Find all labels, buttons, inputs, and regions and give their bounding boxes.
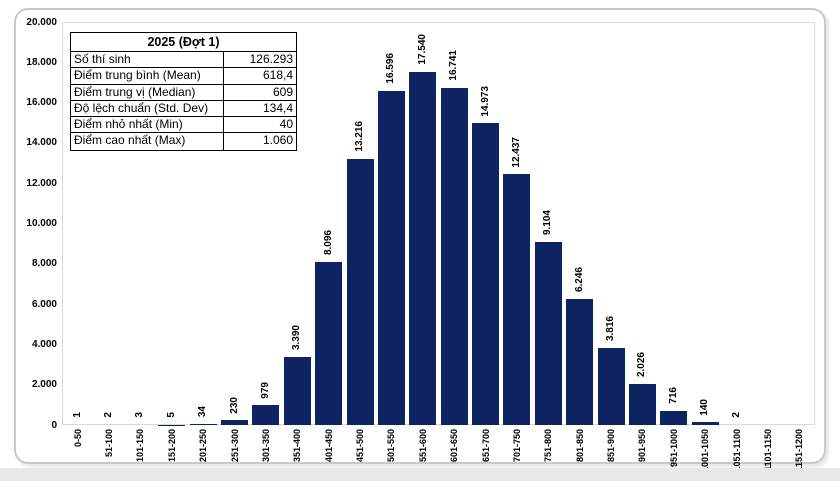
histogram-chart: 0 2.000 4.000 6.000 8.000 10.000 12.000 14.000 1… <box>14 8 826 472</box>
bar-value-label: 14.973 <box>479 85 491 117</box>
bar <box>377 90 405 425</box>
x-tick-label: 51-100 <box>104 429 115 458</box>
y-tick-label: 8.000 <box>31 258 57 270</box>
x-tick-label: 1101-1150 <box>762 429 773 472</box>
y-tick-label: 14.000 <box>26 137 57 149</box>
bar-value-label: 5 <box>165 412 177 418</box>
bar <box>628 384 656 425</box>
bar <box>346 158 374 425</box>
bar <box>409 71 437 425</box>
stats-table-row: Điểm nhỏ nhất (Min) 40 <box>71 117 296 134</box>
x-tick-label: 651-700 <box>480 429 491 463</box>
x-tick-label: 851-900 <box>606 429 617 463</box>
x-tick-label: 251-300 <box>229 429 240 463</box>
x-tick-label: 101-150 <box>135 429 146 463</box>
bar-value-label: 1 <box>71 412 83 418</box>
y-tick-label: 10.000 <box>26 218 57 229</box>
bar-value-label: 2 <box>730 412 742 418</box>
bar <box>566 299 594 425</box>
stat-label: Số thí sinh <box>74 52 131 66</box>
bar-value-label: 2 <box>103 412 115 418</box>
bar <box>597 348 625 425</box>
bar-value-label: 13.216 <box>354 121 366 152</box>
bar <box>189 424 217 425</box>
stat-label: Điểm nhỏ nhất (Min) <box>74 117 183 132</box>
y-tick-label: 0 <box>51 419 57 431</box>
bar <box>691 422 719 425</box>
bar <box>660 410 688 425</box>
bottom-strip <box>0 468 840 481</box>
stat-label: Độ lệch chuẩn (Std. Dev) <box>74 100 209 115</box>
bar-value-label: 17.540 <box>416 33 428 65</box>
stat-label: Điểm trung vị (Median) <box>74 84 196 99</box>
stat-value: 40 <box>223 117 296 133</box>
x-tick-label: 501-550 <box>386 429 397 463</box>
bar-value-label: 3 <box>134 412 146 418</box>
bar-value-label: 979 <box>259 381 271 399</box>
stat-label: Điểm trung bình (Mean) <box>74 68 201 83</box>
x-tick-label: 751-800 <box>543 429 554 463</box>
x-tick-label: 401-450 <box>323 429 334 463</box>
stats-table-row: Điểm cao nhất (Max) 1.060 <box>71 133 296 150</box>
x-tick-label: 951-1000 <box>668 429 679 468</box>
bar-value-label: 230 <box>228 396 240 414</box>
bar <box>283 356 311 425</box>
x-tick-label: 1001-1050 <box>700 429 711 473</box>
bar-value-label: 16.596 <box>385 53 397 84</box>
bar-value-label: 3.390 <box>291 324 303 350</box>
stats-table-title: 2025 (Đợt 1) <box>71 33 296 52</box>
bar <box>221 420 249 425</box>
y-tick-label: 2.000 <box>31 379 57 391</box>
bar-value-label: 34 <box>197 406 209 418</box>
stat-value: 609 <box>223 84 296 100</box>
stat-value: 1.060 <box>223 133 296 150</box>
bar <box>472 123 500 425</box>
x-tick-label: 551-600 <box>417 429 428 463</box>
bar-value-label: 2.026 <box>636 352 648 378</box>
y-tick-label: 4.000 <box>31 338 57 350</box>
x-tick-label: 301-350 <box>260 429 271 463</box>
x-tick-label: 901-950 <box>637 429 648 463</box>
x-tick-label: 1051-1100 <box>731 429 742 472</box>
x-tick-label: 601-650 <box>449 429 460 463</box>
stat-label: Điểm cao nhất (Max) <box>74 133 186 148</box>
stats-table-row: Số thí sinh 126.293 <box>71 52 296 69</box>
x-tick-label: 701-750 <box>511 429 522 463</box>
bar <box>503 174 531 425</box>
y-tick-label: 16.000 <box>26 97 57 109</box>
stat-value: 126.293 <box>223 52 296 68</box>
bar-value-label: 8.096 <box>322 229 334 255</box>
bar-value-label: 12.437 <box>510 136 522 168</box>
x-tick-label: 151-200 <box>166 429 177 463</box>
y-tick-label: 12.000 <box>26 177 57 189</box>
x-tick-label: 201-250 <box>198 429 209 463</box>
stats-table-row: Điểm trung bình (Mean) 618,4 <box>71 68 296 85</box>
bar-value-label: 716 <box>667 386 679 404</box>
stats-table: 2025 (Đợt 1) Số thí sinh 126.293 Điểm trun… <box>70 32 297 151</box>
bar-value-label: 9.104 <box>542 209 554 235</box>
stat-value: 618,4 <box>223 68 296 84</box>
bar <box>252 405 280 425</box>
x-tick-label: 351-400 <box>292 429 303 463</box>
bar-value-label: 6.246 <box>573 267 585 293</box>
bar-value-label: 16.741 <box>448 50 460 81</box>
bar-value-label: 140 <box>699 398 711 416</box>
x-tick-label: 451-500 <box>355 429 366 463</box>
bar <box>534 241 562 425</box>
x-tick-label: 0-50 <box>72 429 83 448</box>
y-tick-label: 20.000 <box>26 16 57 28</box>
stats-table-row: Độ lệch chuẩn (Std. Dev) 134,4 <box>71 100 296 118</box>
y-tick-label: 18.000 <box>26 56 57 68</box>
y-tick-label: 6.000 <box>31 298 57 310</box>
x-tick-label: 1151-1200 <box>794 429 805 472</box>
stat-value: 134,4 <box>223 100 296 117</box>
stats-table-row: Điểm trung vị (Median) 609 <box>71 84 296 101</box>
bar <box>440 87 468 425</box>
bar <box>315 261 343 425</box>
bar-value-label: 3.816 <box>605 316 617 342</box>
x-tick-label: 801-850 <box>574 429 585 463</box>
